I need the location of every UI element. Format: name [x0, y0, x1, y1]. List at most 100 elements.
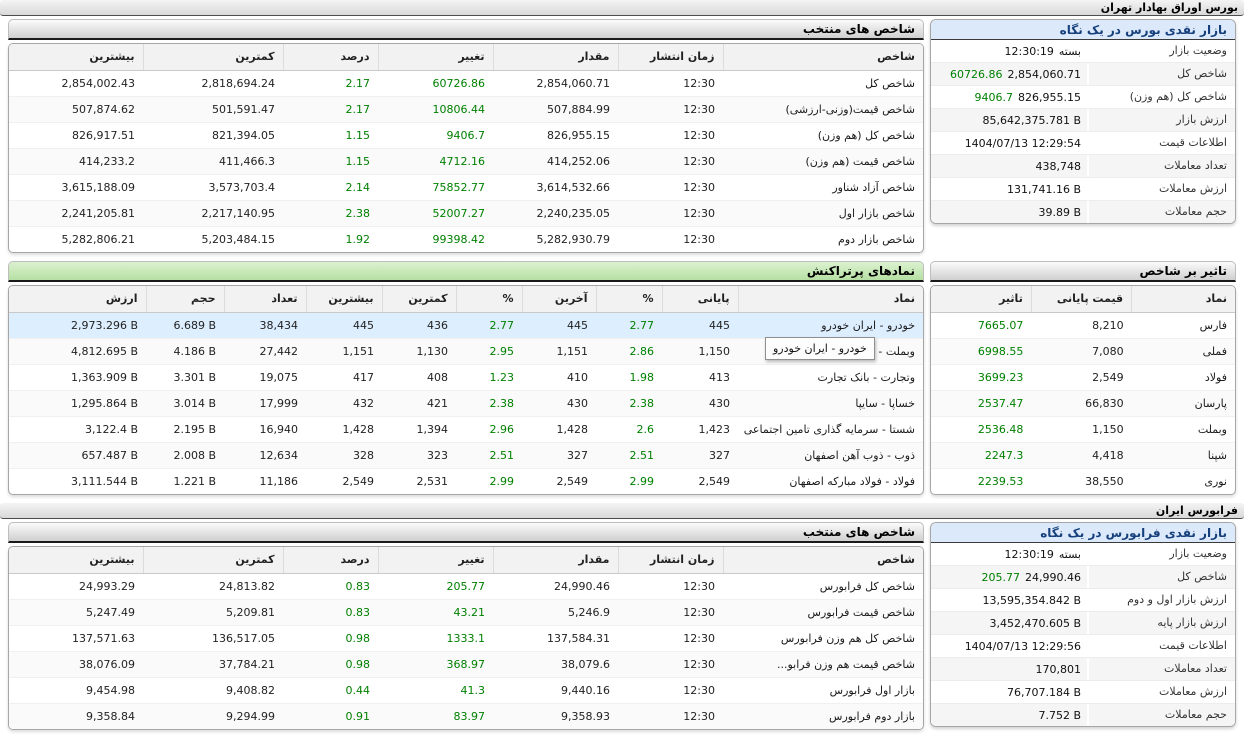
column-header[interactable]: کمترین [381, 286, 456, 313]
glance-status-text: بسته [1058, 44, 1081, 58]
glance-label: ارزش معاملات [1159, 685, 1227, 698]
table-row[interactable]: شپنا 4,418 2247.3 [931, 442, 1235, 469]
column-header[interactable]: قیمت پایانی [1030, 286, 1132, 313]
cell-change: 52007.27 [378, 200, 493, 227]
table-row[interactable]: فولاد 2,549 3699.23 [931, 364, 1235, 391]
cell-impact: 6998.55 [931, 338, 1032, 365]
column-header[interactable]: زمان انتشار [617, 547, 723, 574]
column-header[interactable]: تاثیر [931, 286, 1032, 313]
column-header[interactable]: مقدار [492, 547, 618, 574]
column-header[interactable]: بیشترین [305, 286, 382, 313]
column-header[interactable]: آخرین [521, 286, 596, 313]
table-row[interactable]: شاخص آزاد شناور 12:30 3,614,532.66 75852.77… [9, 174, 923, 201]
index-impact-title: تاثیر بر شاخص [930, 261, 1236, 282]
column-header[interactable]: شاخص [722, 44, 923, 71]
cell-percent: 0.98 [283, 625, 378, 652]
cell-high: 328 [306, 442, 382, 469]
glance-value: 39.89 B [931, 201, 1087, 223]
cell-close_pct: 2.6 [596, 416, 662, 443]
table-row[interactable]: شستا - سرمایه گذاری تامین اجتماعی 1,423 2.… [9, 416, 923, 443]
column-header[interactable]: نماد [737, 286, 923, 313]
table-row[interactable]: شاخص کل (هم وزن) 12:30 826,955.15 9406.7 1.1… [9, 122, 923, 149]
table-row[interactable]: شاخص کل 12:30 2,854,060.71 60726.86 2.17 2,81… [9, 70, 923, 97]
column-header[interactable]: نماد [1131, 286, 1235, 313]
table-row[interactable]: شاخص قیمت هم وزن فرابو... 12:30 38,079.6 36… [9, 651, 923, 678]
cell-impact: 2247.3 [931, 442, 1032, 469]
table-row[interactable]: فارس 8,210 7665.07 [931, 312, 1235, 339]
table-row[interactable]: ذوب - ذوب آهن اصفهان 327 2.51 327 2.51 323 328… [9, 442, 923, 469]
table-row[interactable]: شاخص بازار دوم 12:30 5,282,930.79 99398.42 1… [9, 226, 923, 252]
fara-indices-table-box: شاخص زمان انتشار مقدار تغییر درصد کمترین بیشتر… [8, 546, 924, 730]
cell-name: وتجارت - بانک تجارت [738, 364, 923, 391]
glance-row: شاخص کل (هم وزن) 826,955.15 9406.7 [931, 86, 1235, 109]
column-header[interactable]: کمترین [142, 44, 283, 71]
glance-change-value: 9406.7 [974, 90, 1014, 104]
table-row[interactable]: شاخص قیمت (هم وزن) 12:30 414,252.06 4712.16… [9, 148, 923, 175]
table-row[interactable]: وبملت 1,150 2536.48 [931, 416, 1235, 443]
glance-main-value: 1404/07/13 12:29:56 [964, 639, 1081, 653]
glance-main-value: 24,990.46 [1025, 570, 1081, 584]
column-header[interactable]: پایانی [661, 286, 738, 313]
cell-last: 410 [522, 364, 596, 391]
table-row[interactable]: خودرو - ایران خودرو 445 2.77 445 2.77 436 445 3… [9, 312, 923, 339]
glance-main-value: 12:30:19 [1004, 44, 1054, 58]
glance-row: ارزش معاملات 131,741.16 B [931, 178, 1235, 201]
fara-indices-title: شاخص های منتخب [8, 522, 924, 543]
glance-value: 2,854,060.71 60726.86 [931, 63, 1087, 85]
table-header-row: نماد پایانی% آخرین% کمترین بیشترین تعداد حجم ار… [9, 286, 923, 313]
cell-time: 12:30 [683, 232, 715, 246]
column-header[interactable]: تعداد [223, 286, 306, 313]
cell-value: 3,122.4 B [9, 416, 146, 443]
column-header[interactable]: کمترین [142, 547, 283, 574]
column-header[interactable]: % [595, 286, 662, 313]
table-row[interactable]: بازار اول فرابورس 12:30 9,440.16 41.3 0.44 9,… [9, 677, 923, 704]
fara-glance-list: وضعیت بازار بسته 12:30:19 شاخص کل 24,990.46 2… [931, 543, 1235, 726]
column-header[interactable]: ارزش [9, 286, 146, 313]
table-row[interactable]: خساپا - سایپا 430 2.38 430 2.38 421 432 17,999 3… [9, 390, 923, 417]
cell-time: 12:30 [618, 70, 723, 97]
cell-name: بازار دوم فرابورس [723, 703, 923, 729]
table-row[interactable]: بازار دوم فرابورس 12:30 9,358.93 83.97 0.91 9… [9, 703, 923, 729]
cell-last: 327 [522, 442, 596, 469]
table-row[interactable]: وبملت - بانک ملت1,1502.861,1512.951,1301… [9, 338, 923, 365]
table-row[interactable]: فملی 7,080 6998.55 [931, 338, 1235, 365]
fara-indices-panel: شاخص های منتخب شاخص زمان انتشار مقدار تغییر… [8, 522, 924, 730]
column-header[interactable]: بیشترین [9, 547, 143, 574]
cell-change: 60726.86 [378, 70, 493, 97]
table-row[interactable]: شاخص کل فرابورس 12:30 24,990.46 205.77 0.83 2… [9, 573, 923, 600]
bourse-indices-panel: شاخص های منتخب شاخص زمان انتشار مقدار تغییر… [8, 19, 924, 253]
glance-value: 76,707.184 B [931, 681, 1087, 703]
cell-name: شاخص قیمت (هم وزن) [723, 148, 923, 175]
glance-value: 3,452,470.605 B [931, 612, 1087, 634]
active-row: تاثیر بر شاخص نماد قیمت پایانی تاثیر فارس 8… [0, 261, 1244, 495]
column-header[interactable]: تغییر [377, 44, 493, 71]
table-row[interactable]: پارسان 66,830 2537.47 [931, 390, 1235, 417]
cell-percent: 2.14 [283, 174, 378, 201]
table-row[interactable]: شاخص بازار اول 12:30 2,240,235.05 52007.27 2… [9, 200, 923, 227]
glance-main-value: 1404/07/13 12:29:54 [964, 136, 1081, 150]
cell-name: شاخص کل (هم وزن) [723, 122, 923, 149]
table-row[interactable]: فولاد - فولاد مبارکه اصفهان 2,549 2.99 2,54… [9, 468, 923, 494]
cell-last: 2,549 [556, 474, 589, 488]
table-row[interactable]: شاخص کل هم وزن فرابورس 12:30 137,584.31 133… [9, 625, 923, 652]
table-row[interactable]: نوری 38,550 2239.53 [931, 468, 1235, 494]
column-header[interactable]: زمان انتشار [617, 44, 723, 71]
table-row[interactable]: شاخص قیمت(وزنی-ارزشی) 12:30 507,884.99 1080… [9, 96, 923, 123]
cell-close_pct: 1.98 [596, 364, 662, 391]
column-header[interactable]: درصد [282, 547, 378, 574]
table-row[interactable]: وتجارت - بانک تجارت 413 1.98 410 1.23 408 417 1… [9, 364, 923, 391]
glance-change-value: 205.77 [981, 570, 1021, 584]
column-header[interactable]: درصد [282, 44, 378, 71]
cell-value: 5,246.9 [493, 599, 618, 626]
column-header[interactable]: بیشترین [9, 44, 143, 71]
column-header[interactable]: حجم [145, 286, 224, 313]
cell-time: 12:30 [618, 625, 723, 652]
table-row[interactable]: شاخص قیمت فرابورس 12:30 5,246.9 43.21 0.83 5,… [9, 599, 923, 626]
cell-close: 2,549 [698, 474, 731, 488]
glance-value: 1404/07/13 12:29:54 [931, 132, 1087, 154]
column-header[interactable]: شاخص [722, 547, 923, 574]
column-header[interactable]: تغییر [377, 547, 493, 574]
column-header[interactable]: % [455, 286, 522, 313]
column-header[interactable]: مقدار [492, 44, 618, 71]
